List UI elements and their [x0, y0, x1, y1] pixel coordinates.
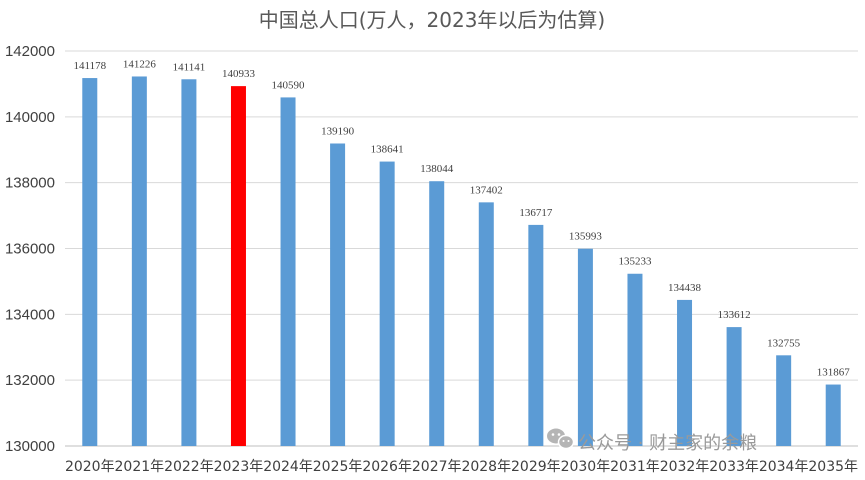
bar	[726, 327, 742, 446]
x-tick-label: 2021年	[115, 459, 165, 475]
x-tick-label: 2033年	[709, 459, 759, 475]
x-tick-label: 2025年	[313, 459, 363, 475]
x-tick-label: 2029年	[511, 459, 561, 475]
data-label: 133612	[718, 309, 751, 321]
x-tick-label: 2030年	[561, 459, 611, 475]
bar	[330, 143, 346, 446]
x-tick-label: 2024年	[263, 459, 313, 475]
data-labels: 141178 141226 141141 140933 140590 139190 1386…	[73, 58, 850, 378]
x-axis-ticks: 2020年 2021年 2022年 2023年 2024年 2025年 2026年 2027年…	[65, 459, 858, 475]
bar	[825, 384, 841, 446]
data-label: 132755	[767, 337, 801, 349]
y-tick-label: 136000	[5, 241, 55, 258]
y-axis-ticks: 130000 132000 134000 136000 138000 140000 1420…	[5, 43, 55, 455]
data-label: 141178	[73, 60, 106, 72]
y-tick-label: 140000	[5, 109, 55, 126]
watermark: 公众号 · 财主家的余粮	[547, 428, 757, 454]
bar	[131, 76, 147, 446]
x-tick-label: 2031年	[610, 459, 660, 475]
x-tick-label: 2020年	[65, 459, 115, 475]
wechat-icon	[547, 428, 575, 450]
data-label: 135993	[569, 231, 603, 243]
bar	[577, 248, 593, 446]
data-label: 140590	[272, 79, 306, 91]
data-label: 134438	[668, 282, 702, 294]
x-tick-label: 2032年	[660, 459, 710, 475]
y-tick-label: 138000	[5, 175, 55, 192]
bar	[280, 97, 296, 446]
bar	[677, 299, 693, 446]
bar	[379, 161, 395, 446]
y-tick-label: 130000	[5, 438, 55, 455]
data-label: 136717	[519, 207, 553, 219]
data-label: 139190	[321, 125, 355, 137]
x-tick-label: 2022年	[164, 459, 214, 475]
data-label: 138044	[420, 163, 454, 175]
bar	[478, 202, 494, 446]
data-label: 131867	[817, 367, 851, 379]
bar	[230, 86, 246, 447]
chart-title: 中国总人口(万人，2023年以后为估算)	[259, 8, 606, 32]
data-label: 141226	[123, 58, 157, 70]
x-tick-label: 2026年	[362, 459, 412, 475]
x-tick-label: 2023年	[214, 459, 264, 475]
data-label: 137402	[470, 184, 503, 196]
y-tick-label: 132000	[5, 372, 55, 389]
x-tick-label: 2028年	[461, 459, 511, 475]
gridlines	[65, 50, 858, 447]
x-tick-label: 2027年	[412, 459, 462, 475]
data-label: 141141	[173, 61, 206, 73]
data-label: 138641	[371, 144, 404, 156]
bar	[82, 78, 98, 447]
y-tick-label: 134000	[5, 306, 55, 323]
y-tick-label: 142000	[5, 43, 55, 60]
bars	[82, 76, 841, 447]
data-label: 135233	[618, 256, 652, 268]
watermark-text: 公众号 · 财主家的余粮	[578, 433, 757, 454]
bar	[429, 181, 445, 447]
bar	[776, 355, 792, 446]
x-tick-label: 2035年	[808, 459, 858, 475]
bar	[627, 273, 643, 446]
x-tick-label: 2034年	[759, 459, 809, 475]
bar	[181, 79, 197, 446]
data-label: 140933	[222, 68, 256, 80]
bar	[528, 224, 544, 446]
